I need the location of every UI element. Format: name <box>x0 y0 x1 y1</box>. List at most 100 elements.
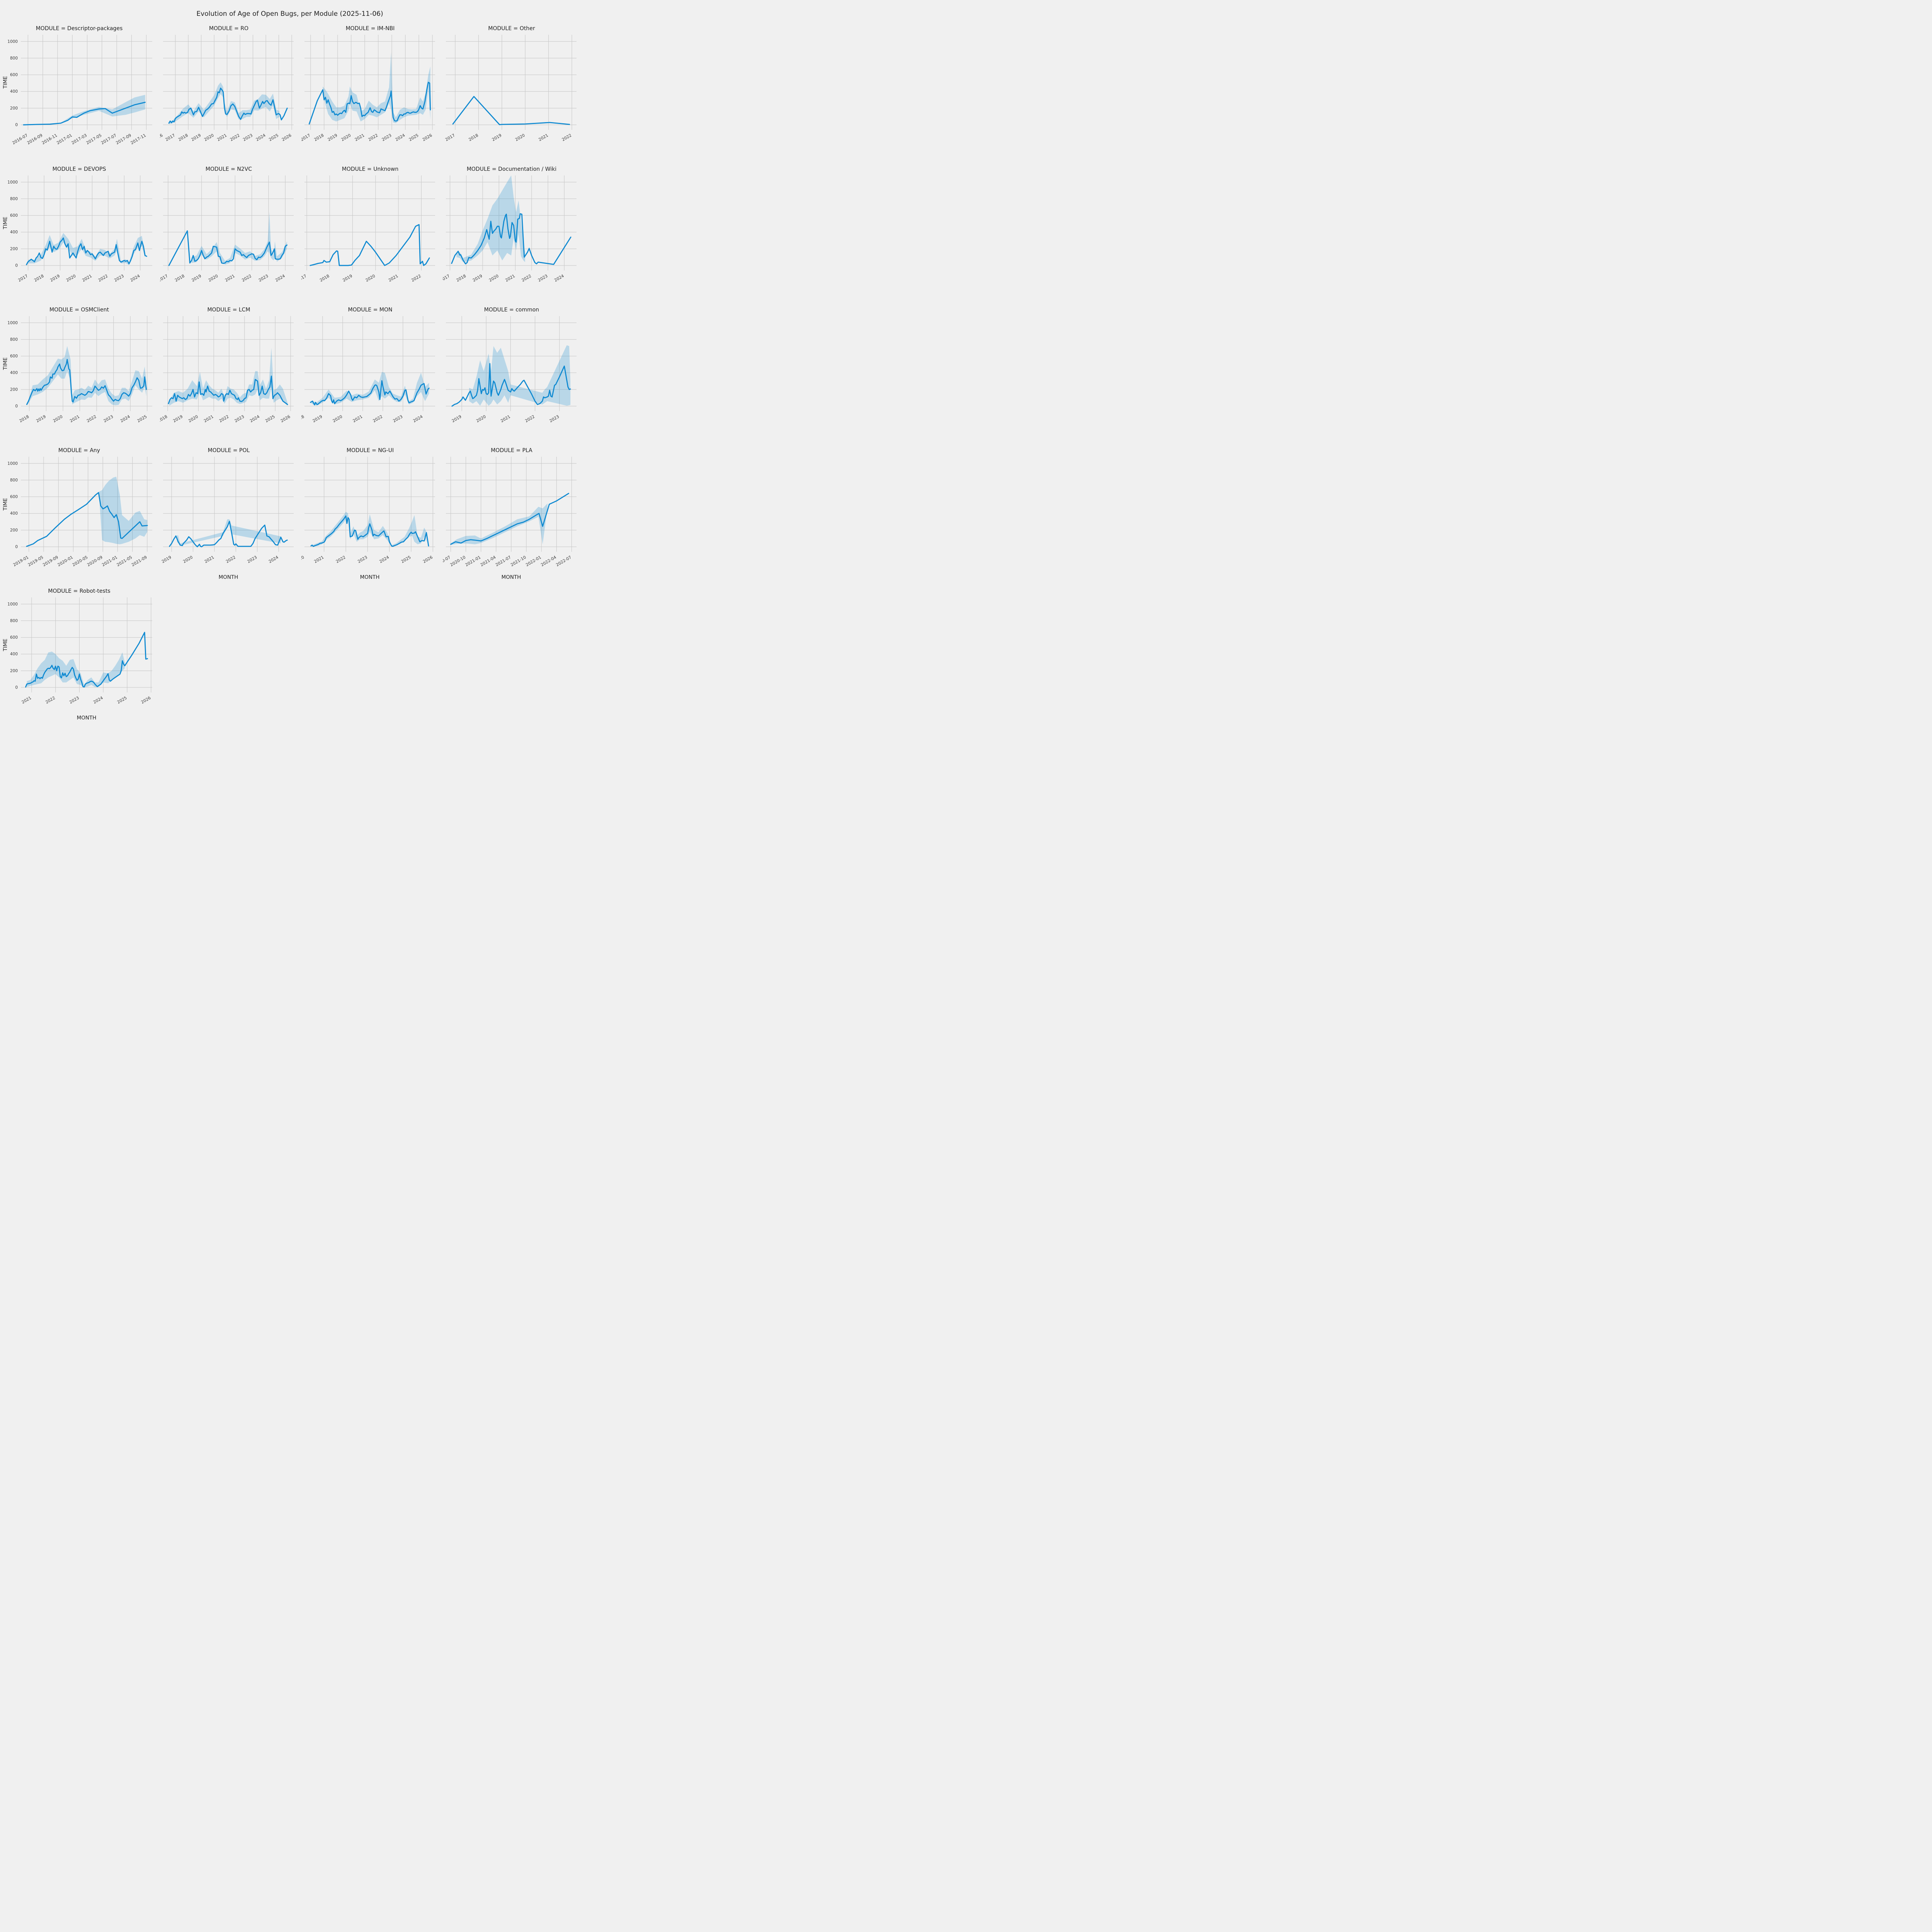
y-tick-label: 0 <box>15 123 18 128</box>
confidence-band <box>469 345 571 406</box>
x-tick-label: 2016 <box>160 133 164 142</box>
x-tick-label: 2026 <box>422 555 434 564</box>
y-axis-label: TIME <box>2 498 9 511</box>
x-tick-label: 2026 <box>422 133 433 142</box>
figure-title: Evolution of Age of Open Bugs, per Modul… <box>196 10 383 18</box>
x-tick-label: 2025 <box>400 555 412 564</box>
trend-line <box>310 224 430 266</box>
x-tick-label: 2022-01 <box>525 555 542 567</box>
y-tick-label: 400 <box>10 230 18 235</box>
gridlines <box>304 457 435 552</box>
trend-line <box>26 492 148 547</box>
gridlines <box>21 316 152 411</box>
y-tick-label: 1000 <box>7 461 18 466</box>
x-axis-label: MONTH <box>502 574 521 580</box>
x-tick-label: 2017-11 <box>130 133 147 145</box>
x-tick-label: 2022-04 <box>540 555 557 567</box>
facet-title: MODULE = Other <box>488 26 535 32</box>
y-tick-label: 200 <box>10 106 18 111</box>
facet-other: MODULE = Other 2017 2018 2019 2020 2021 2022 <box>443 22 580 160</box>
x-tick-label: 2018 <box>319 274 330 283</box>
x-tick-label: 2023 <box>103 414 114 423</box>
x-tick-label: 2019 <box>172 414 184 423</box>
x-tick-label: 2023 <box>392 414 403 423</box>
y-tick-label: 800 <box>10 56 18 61</box>
x-tick-label: 2022 <box>229 133 240 142</box>
y-tick-label: 600 <box>10 635 18 640</box>
trend-line <box>168 230 288 266</box>
x-tick-label: 2021-01 <box>101 555 118 567</box>
x-tick-label: 2019 <box>190 133 202 142</box>
x-tick-label: 2019 <box>342 274 353 283</box>
x-tick-label: 2020-07 <box>443 555 451 567</box>
x-tick-label: 2022 <box>521 274 532 283</box>
facet-pol: MODULE = POL 2019 2020 2021 2022 2023 2024 MONT… <box>160 444 298 582</box>
facet-title: MODULE = Unknown <box>342 166 399 172</box>
trend-line <box>308 82 431 125</box>
x-tick-label: 2016-11 <box>41 133 58 145</box>
trend-line <box>450 493 570 545</box>
facet-n2vc: MODULE = N2VC 2017 2018 2019 2020 2021 2022 202… <box>160 162 298 301</box>
x-tick-label: 2021-04 <box>480 555 497 567</box>
x-tick-label: 2021 <box>224 274 236 283</box>
trend-line <box>452 96 570 126</box>
facet-grid: MODULE = Descriptor-packages 2016-07 2016-… <box>0 20 580 723</box>
facet-title: MODULE = N2VC <box>205 166 252 172</box>
confidence-band <box>311 372 429 406</box>
y-tick-label: 200 <box>10 668 18 673</box>
x-tick-label: 2018 <box>33 274 44 283</box>
confidence-band <box>177 519 281 546</box>
x-tick-label: 2021 <box>352 414 363 423</box>
facet-plot: 2017 2018 2019 2020 2021 2022 2023 2024 0 200 400 6… <box>2 175 152 283</box>
gridlines <box>304 35 435 130</box>
facet-plot: 2020 2021 2022 2023 2024 2025 2026 MONTH <box>301 457 435 580</box>
x-tick-label: 2020 <box>204 133 215 142</box>
x-tick-label: 2019 <box>327 133 338 142</box>
x-tick-label: 2021 <box>69 414 80 423</box>
x-tick-label: 2019 <box>36 414 47 423</box>
facet-title: MODULE = IM-NBI <box>345 26 395 32</box>
facet-common: MODULE = common 2019 2020 2021 2022 2023 <box>443 303 580 441</box>
facet-plot: 2019 2020 2021 2022 2023 <box>446 316 577 423</box>
y-tick-label: 200 <box>10 528 18 532</box>
gridlines <box>163 175 294 270</box>
x-tick-label: 2018 <box>160 414 168 423</box>
x-tick-label: 2021-09 <box>131 555 148 567</box>
x-tick-label: 2019 <box>451 414 462 423</box>
x-tick-label: 2017 <box>160 274 169 283</box>
facet-plot: 2018 2019 2020 2021 2022 2023 2024 2025 2026 <box>160 316 294 423</box>
x-tick-label: 2021 <box>505 274 516 283</box>
x-tick-label: 2019 <box>491 133 502 142</box>
x-tick-label: 2020 <box>182 555 194 564</box>
y-tick-label: 0 <box>15 545 18 549</box>
x-tick-label: 2021-10 <box>510 555 527 567</box>
x-tick-label: 2023 <box>549 414 560 423</box>
trend-line <box>169 520 288 548</box>
x-tick-label: 2018 <box>468 133 479 142</box>
x-tick-label: 2022 <box>411 274 422 283</box>
x-tick-label: 2020-05 <box>71 555 88 567</box>
facet-mon: MODULE = MON 2018 2019 2020 2021 2022 2023 2024 <box>301 303 439 441</box>
y-tick-label: 200 <box>10 387 18 392</box>
facet-ng-ui: MODULE = NG-UI 2020 2021 2022 2023 2024 2025 20… <box>301 444 439 582</box>
x-tick-label: 2018 <box>178 133 189 142</box>
y-tick-label: 600 <box>10 495 18 499</box>
x-tick-label: 2016-07 <box>12 133 29 145</box>
facet-title: MODULE = Any <box>58 447 100 454</box>
x-axis-label: MONTH <box>219 574 238 580</box>
x-tick-label: 2020-01 <box>57 555 74 567</box>
y-tick-label: 1000 <box>7 39 18 44</box>
gridlines <box>304 175 435 270</box>
x-tick-label: 2025 <box>136 414 148 423</box>
x-tick-label: 2017 <box>444 133 456 142</box>
x-tick-label: 2021 <box>388 274 399 283</box>
facet-title: MODULE = Descriptor-packages <box>36 26 123 32</box>
facet-plot: 2017 2018 2019 2020 2021 2022 2023 2024 2025 2026 <box>301 35 435 142</box>
facet-title: MODULE = LCM <box>207 307 250 313</box>
x-tick-label: 2018 <box>174 274 185 283</box>
y-tick-label: 400 <box>10 371 18 375</box>
confidence-band <box>27 346 146 405</box>
confidence-band <box>313 512 427 546</box>
x-tick-label: 2024 <box>412 414 423 423</box>
y-axis-label: TIME <box>2 639 9 651</box>
